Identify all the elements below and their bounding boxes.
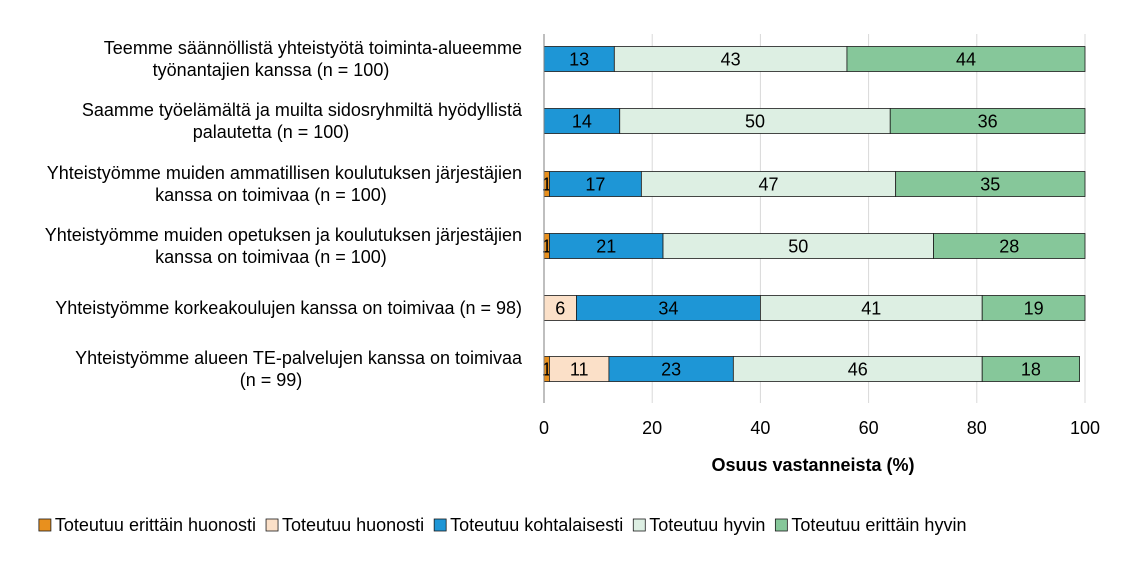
data-label-2-3: 14	[572, 112, 592, 132]
x-tick-label-40: 40	[750, 418, 770, 438]
data-label-6-1: 1	[542, 360, 552, 380]
bar-segment-6-2	[549, 356, 610, 382]
x-tick-label-100: 100	[1070, 418, 1100, 438]
legend-swatch-3	[433, 518, 447, 532]
gridlines	[651, 34, 1086, 403]
legend-label-3: Toteutuu kohtalaisesti	[450, 515, 623, 535]
legend-label-2: Toteutuu huonosti	[282, 515, 424, 535]
data-label-5-4: 41	[861, 299, 881, 319]
data-label-4-1: 1	[542, 237, 552, 257]
bar-segment-6-3	[608, 356, 734, 382]
bar-segment-4-4	[662, 233, 934, 259]
x-tick-label-60: 60	[859, 418, 879, 438]
data-label-6-3: 23	[661, 360, 681, 380]
data-label-2-5: 36	[978, 112, 998, 132]
legend-swatch-4	[632, 518, 646, 532]
category-label-2-line-2: palautetta (n = 100)	[193, 122, 350, 142]
legend-label-5: Toteutuu erittäin hyvin	[791, 515, 966, 535]
bar-segment-5-5	[981, 295, 1086, 321]
data-label-5-3: 34	[658, 299, 678, 319]
category-label-3-line-2: kanssa on toimivaa (n = 100)	[155, 185, 387, 205]
data-label-3-3: 17	[585, 175, 605, 195]
data-label-1-5: 44	[956, 50, 976, 70]
x-axis-title: Osuus vastanneista (%)	[711, 455, 914, 475]
bar-segment-1-4	[613, 46, 848, 72]
data-label-3-1: 1	[542, 175, 552, 195]
data-label-3-5: 35	[980, 175, 1000, 195]
data-label-6-2: 11	[570, 360, 589, 380]
data-label-4-4: 50	[788, 237, 808, 257]
category-labels: Teemme säännöllistä yhteistyötä toiminta…	[45, 38, 523, 390]
category-label-1-line-2: työnantajien kanssa (n = 100)	[153, 60, 390, 80]
bar-segment-5-4	[760, 295, 983, 321]
data-label-1-3: 13	[569, 50, 589, 70]
data-label-4-5: 28	[999, 237, 1019, 257]
category-label-4-line-1: Yhteistyömme muiden opetuksen ja koulutu…	[45, 225, 522, 245]
category-label-2-line-1: Saamme työelämältä ja muilta sidosryhmil…	[82, 100, 523, 120]
data-label-4-3: 21	[596, 237, 616, 257]
x-tick-label-0: 0	[539, 418, 549, 438]
data-label-3-4: 47	[758, 175, 778, 195]
bar-segment-2-4	[619, 108, 891, 134]
legend-label-4: Toteutuu hyvin	[649, 515, 765, 535]
bar-segment-4-3	[549, 233, 664, 259]
bar-segment-1-3	[543, 46, 615, 72]
legend-swatch-2	[265, 518, 279, 532]
category-label-4-line-2: kanssa on toimivaa (n = 100)	[155, 247, 387, 267]
data-label-6-4: 46	[848, 360, 868, 380]
data-label-5-2: 6	[555, 299, 565, 319]
bar-segment-3-5	[895, 171, 1086, 197]
legend: Toteutuu erittäin huonosti Toteutuu huono…	[38, 515, 966, 535]
bar-segment-6-5	[981, 356, 1080, 382]
category-label-1-line-1: Teemme säännöllistä yhteistyötä toiminta…	[104, 38, 522, 58]
x-axis: 0 20 40 60 80 100	[539, 34, 1100, 438]
data-label-5-5: 19	[1024, 299, 1044, 319]
legend-label-1: Toteutuu erittäin huonosti	[55, 515, 256, 535]
category-label-5-line-1: Yhteistyömme korkeakoulujen kanssa on to…	[55, 298, 522, 318]
category-label-6-line-1: Yhteistyömme alueen TE-palvelujen kanssa…	[75, 348, 523, 368]
bar-segment-4-5	[933, 233, 1086, 259]
legend-swatch-5	[774, 518, 788, 532]
category-label-6-line-2: (n = 99)	[240, 370, 303, 390]
category-label-3-line-1: Yhteistyömme muiden ammatillisen koulutu…	[47, 163, 522, 183]
x-tick-label-20: 20	[642, 418, 662, 438]
data-label-6-5: 18	[1021, 360, 1041, 380]
data-label-2-4: 50	[745, 112, 765, 132]
bar-segment-6-4	[732, 356, 983, 382]
bar-segment-2-5	[889, 108, 1086, 134]
x-tick-label-80: 80	[967, 418, 987, 438]
bar-segment-1-5	[846, 46, 1086, 72]
legend-swatch-1	[38, 518, 52, 532]
data-label-1-4: 43	[721, 50, 741, 70]
